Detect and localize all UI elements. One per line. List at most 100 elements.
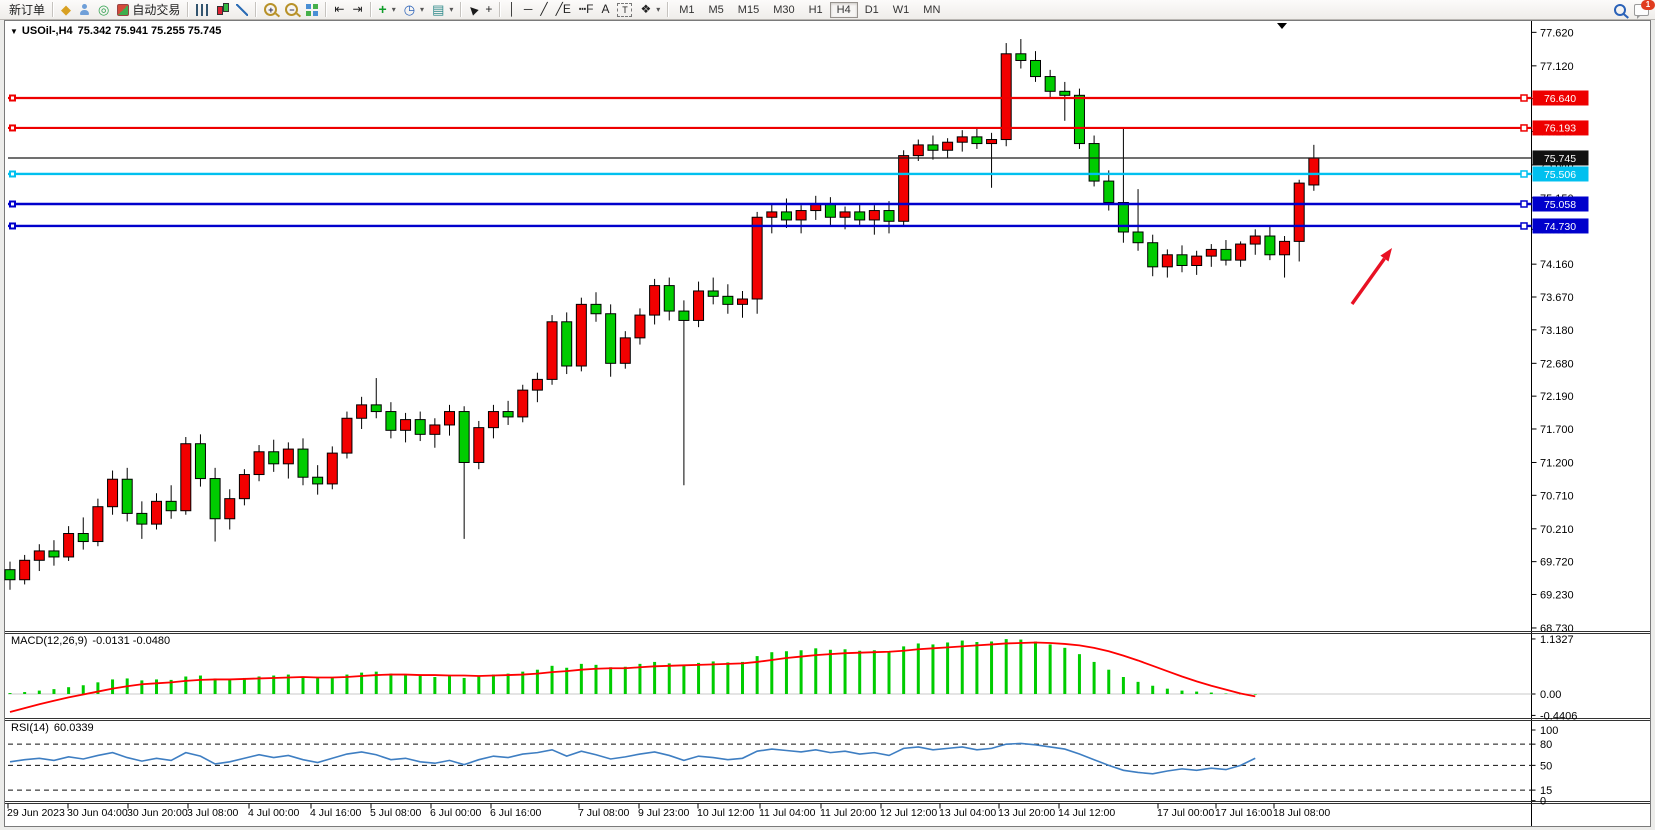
svg-text:13 Jul 04:00: 13 Jul 04:00 [939,807,996,819]
history-icon[interactable]: ◆ [57,1,75,19]
template-icon: ▤ [432,2,445,17]
cursor-icon[interactable] [465,1,481,19]
macd-name: MACD(12,26,9) [11,635,88,647]
timeframe-button-h1[interactable]: H1 [808,3,823,16]
chart-shift-icon[interactable]: ⇤ [330,1,348,19]
svg-text:100: 100 [1540,725,1558,737]
chart-window: 77.62077.12076.63076.14075.64075.15074.6… [0,20,1655,830]
svg-text:6 Jul 16:00: 6 Jul 16:00 [490,807,542,819]
svg-text:75.745: 75.745 [1544,153,1576,165]
timeframe-button-h4[interactable]: H4 [829,1,858,18]
zoom-in-icon: + [264,3,278,16]
profile-icon[interactable] [75,1,94,19]
zoom-out-icon: − [285,3,299,16]
svg-text:4 Jul 16:00: 4 Jul 16:00 [310,807,362,819]
trendline-icon[interactable]: ╱ [536,1,551,19]
new-order-button-label: 新订单 [9,3,46,17]
fibonacci-icon[interactable]: ┅F [575,1,598,19]
line-chart-icon[interactable] [232,1,252,19]
tile-windows-icon[interactable] [302,1,322,19]
toolbar-separator [499,2,502,17]
timeframe-button-m30[interactable]: M30 [773,3,795,16]
chat-icon[interactable]: 1 [1630,0,1655,19]
autotrade-button[interactable]: 自动交易 [113,1,184,19]
new-order-button[interactable]: 新订单 [2,1,49,19]
timeframe-button-d1[interactable]: D1 [864,3,879,16]
toolbar-separator [667,2,670,17]
svg-text:14 Jul 12:00: 14 Jul 12:00 [1058,807,1115,819]
toolbar-separator [325,2,328,17]
toolbar-separator [255,2,258,17]
auto-scroll-icon: ⇥ [352,2,363,16]
candle-chart-icon[interactable] [212,1,232,19]
channel-icon[interactable]: ╱E [552,1,575,19]
period-icon: ◷ [403,2,416,17]
signal-icon[interactable]: ◎ [94,1,113,19]
svg-text:71.200: 71.200 [1540,457,1574,469]
vertical-line-icon[interactable]: │ [504,1,520,19]
svg-text:69.720: 69.720 [1540,557,1574,569]
svg-text:15: 15 [1540,785,1552,797]
add-indicator-button[interactable]: + ▾ [375,1,400,19]
timeframe-button-w1[interactable]: W1 [892,3,910,16]
auto-scroll-icon[interactable]: ⇥ [348,1,366,19]
svg-text:69.230: 69.230 [1540,589,1574,601]
shapes-button[interactable]: ❖ ▾ [636,1,664,19]
autotrade-button-label: 自动交易 [132,3,181,17]
svg-text:17 Jul 16:00: 17 Jul 16:00 [1215,807,1272,819]
svg-text:70.710: 70.710 [1540,490,1574,502]
svg-text:76.193: 76.193 [1544,123,1576,135]
price-chart-canvas[interactable]: 77.62077.12076.63076.14075.64075.15074.6… [0,20,1655,830]
svg-text:77.120: 77.120 [1540,61,1574,73]
horizontal-line-icon: ─ [523,2,533,16]
svg-text:0: 0 [1540,796,1546,808]
zoom-out-icon[interactable]: − [281,1,302,19]
tile-windows-icon [306,4,318,15]
chevron-down-icon[interactable]: ▾ [449,5,454,14]
candle-chart-icon [216,3,230,16]
timeframe-button-m5[interactable]: M5 [708,3,724,16]
chat-unread-badge: 1 [1641,0,1655,10]
bar-chart-icon[interactable] [192,1,212,19]
svg-text:4 Jul 00:00: 4 Jul 00:00 [248,807,300,819]
vertical-line-icon: │ [508,2,516,16]
text-icon[interactable]: A [597,1,613,19]
crosshair-icon: + [485,2,493,16]
main-toolbar: 新订单 ◆ ◎ 自动交易 + − ⇤ ⇥ + ▾ ◷ ▾ ▤ ▾ + │ ─ ╱ ╱E ┅F A T ❖ ▾ M1 M5 M15 M3… [0,0,1655,20]
svg-text:29 Jun 2023: 29 Jun 2023 [7,807,65,819]
search-icon[interactable] [1610,1,1630,19]
horizontal-line-icon[interactable]: ─ [520,1,537,19]
svg-text:0.00: 0.00 [1540,689,1561,701]
svg-text:71.700: 71.700 [1540,424,1574,436]
rsi-indicator-label: RSI(14) 60.0339 [11,722,94,734]
bar-chart-icon [196,3,209,16]
label-icon[interactable]: T [613,1,636,19]
timeframe-button-m15[interactable]: M15 [737,3,760,16]
svg-text:68.730: 68.730 [1540,623,1574,635]
toolbar-separator [187,2,190,17]
chevron-down-icon[interactable]: ▾ [656,5,661,14]
svg-text:13 Jul 20:00: 13 Jul 20:00 [998,807,1055,819]
label-icon: T [617,2,633,17]
chevron-down-icon[interactable]: ▾ [391,5,396,14]
crosshair-icon[interactable]: + [481,1,496,19]
rsi-value: 60.0339 [53,722,94,734]
svg-text:50: 50 [1540,760,1552,772]
chart-dropdown-icon[interactable]: ▼ [10,27,18,36]
chevron-down-icon[interactable]: ▾ [420,5,425,14]
period-button[interactable]: ◷ ▾ [400,1,428,19]
svg-text:1.1327: 1.1327 [1540,634,1574,646]
svg-text:11 Jul 20:00: 11 Jul 20:00 [820,807,877,819]
svg-text:-0.4406: -0.4406 [1540,710,1577,722]
autotrade-icon [117,3,130,16]
trendline-icon: ╱ [540,2,548,16]
macd-indicator-label: MACD(12,26,9) -0.0131 -0.0480 [11,635,170,647]
timeframe-button-mn[interactable]: MN [923,3,941,16]
svg-text:18 Jul 08:00: 18 Jul 08:00 [1273,807,1330,819]
template-button[interactable]: ▤ ▾ [428,1,457,19]
svg-text:12 Jul 12:00: 12 Jul 12:00 [880,807,937,819]
svg-text:5 Jul 08:00: 5 Jul 08:00 [370,807,422,819]
timeframe-button-m1[interactable]: M1 [679,3,695,16]
zoom-in-icon[interactable]: + [260,1,281,19]
